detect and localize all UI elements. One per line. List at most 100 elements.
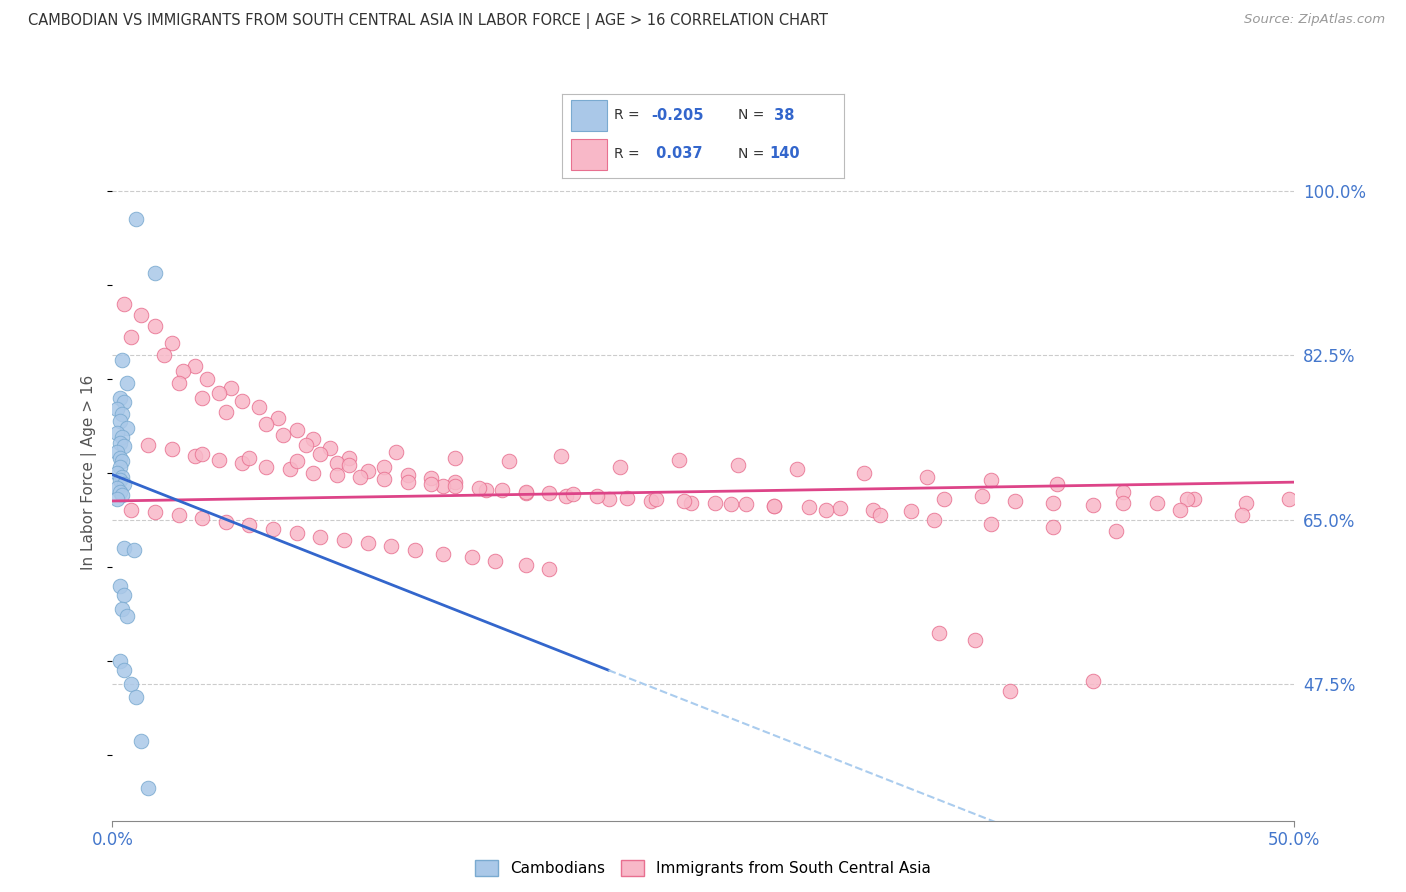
- Point: [191, 511, 214, 525]
- Point: [184, 449, 207, 463]
- Point: [136, 780, 159, 795]
- Point: [562, 487, 585, 501]
- Point: [598, 492, 620, 507]
- Point: [762, 499, 785, 513]
- Point: [108, 460, 131, 475]
- Point: [129, 308, 152, 322]
- Point: [108, 450, 131, 465]
- Point: [337, 450, 360, 465]
- Point: [302, 432, 325, 446]
- Point: [980, 516, 1002, 531]
- Point: [111, 602, 134, 616]
- Point: [184, 359, 207, 373]
- Point: [219, 381, 242, 395]
- Point: [191, 391, 214, 405]
- Point: [515, 486, 537, 500]
- Point: [129, 733, 152, 747]
- Point: [153, 348, 176, 362]
- Point: [285, 454, 308, 468]
- Point: [267, 411, 290, 425]
- Point: [254, 417, 277, 431]
- Point: [1004, 494, 1026, 508]
- Point: [869, 508, 891, 522]
- Point: [208, 385, 231, 400]
- Point: [105, 401, 128, 416]
- Point: [444, 450, 467, 465]
- Point: [356, 464, 378, 478]
- Text: Source: ZipAtlas.com: Source: ZipAtlas.com: [1244, 13, 1385, 27]
- Point: [115, 420, 138, 434]
- Point: [998, 684, 1021, 698]
- Point: [862, 503, 884, 517]
- Point: [105, 445, 128, 459]
- Point: [538, 562, 561, 576]
- Point: [111, 469, 134, 483]
- Point: [467, 481, 489, 495]
- Bar: [571, 139, 607, 169]
- Point: [1042, 520, 1064, 534]
- Point: [309, 447, 332, 461]
- Point: [932, 492, 955, 507]
- Point: [108, 414, 131, 428]
- Point: [555, 489, 578, 503]
- Point: [105, 466, 128, 480]
- Point: [111, 353, 134, 368]
- Point: [924, 513, 946, 527]
- Point: [720, 497, 742, 511]
- Point: [111, 430, 134, 444]
- Point: [970, 489, 993, 503]
- Point: [195, 372, 218, 386]
- Point: [120, 330, 142, 344]
- Text: R =: R =: [614, 147, 640, 161]
- Point: [262, 522, 284, 536]
- Point: [111, 408, 134, 422]
- Point: [143, 505, 166, 519]
- Point: [112, 296, 135, 310]
- Point: [380, 539, 402, 553]
- Text: CAMBODIAN VS IMMIGRANTS FROM SOUTH CENTRAL ASIA IN LABOR FORCE | AGE > 16 CORREL: CAMBODIAN VS IMMIGRANTS FROM SOUTH CENTR…: [28, 13, 828, 29]
- Point: [1182, 492, 1205, 507]
- Point: [302, 466, 325, 480]
- Point: [385, 445, 408, 459]
- Point: [112, 663, 135, 677]
- Point: [349, 470, 371, 484]
- Point: [373, 460, 395, 475]
- Point: [108, 391, 131, 405]
- Text: 38: 38: [769, 108, 794, 123]
- Text: 0.037: 0.037: [651, 146, 703, 161]
- Point: [215, 404, 238, 418]
- Point: [231, 394, 253, 409]
- Point: [550, 449, 572, 463]
- Point: [917, 469, 939, 483]
- Point: [285, 525, 308, 540]
- Point: [108, 484, 131, 499]
- Point: [1042, 496, 1064, 510]
- Point: [396, 475, 419, 490]
- Point: [105, 426, 128, 441]
- Point: [814, 503, 837, 517]
- Point: [585, 489, 607, 503]
- Point: [295, 437, 318, 451]
- Point: [309, 530, 332, 544]
- Point: [491, 483, 513, 497]
- Point: [420, 477, 443, 491]
- Point: [963, 633, 986, 648]
- Point: [1081, 674, 1104, 689]
- Point: [108, 435, 131, 450]
- Point: [609, 460, 631, 475]
- Point: [167, 508, 190, 522]
- Point: [160, 336, 183, 351]
- Point: [356, 536, 378, 550]
- Point: [432, 547, 454, 561]
- Text: R =: R =: [614, 108, 640, 122]
- Point: [215, 515, 238, 529]
- Point: [727, 458, 749, 473]
- Point: [616, 491, 638, 505]
- Point: [799, 500, 821, 514]
- Point: [105, 492, 128, 507]
- Text: N =: N =: [738, 108, 765, 122]
- Point: [515, 558, 537, 572]
- Point: [498, 454, 520, 468]
- Point: [112, 541, 135, 555]
- Point: [319, 442, 342, 456]
